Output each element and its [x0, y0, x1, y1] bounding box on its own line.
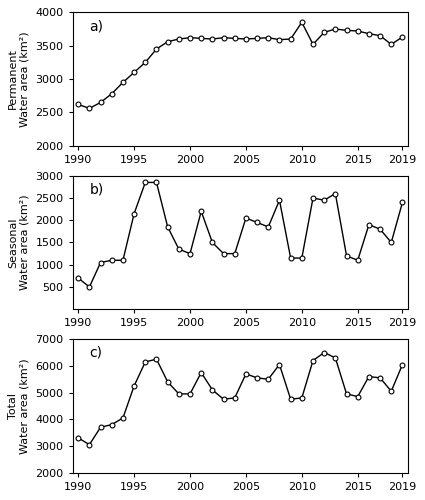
Y-axis label: Permanent
Water area (km²): Permanent Water area (km²) [8, 31, 30, 127]
Text: b): b) [89, 182, 104, 196]
Text: a): a) [89, 19, 103, 33]
Text: c): c) [89, 346, 102, 360]
Y-axis label: Total
Water area (km²): Total Water area (km²) [8, 358, 30, 454]
Y-axis label: Seasonal
Water area (km²): Seasonal Water area (km²) [8, 194, 30, 290]
